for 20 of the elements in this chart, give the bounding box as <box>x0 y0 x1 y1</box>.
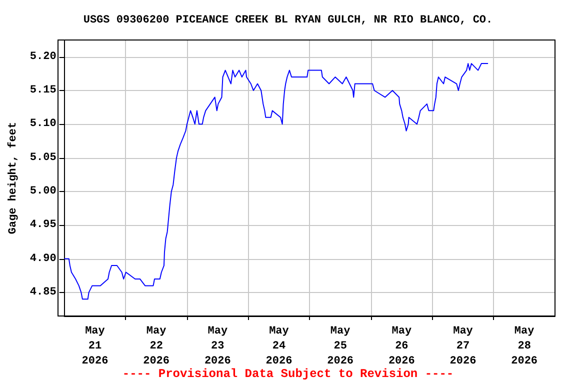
y-axis-title: Gage height, feet <box>6 122 20 234</box>
x-tick-label: May 26 2026 <box>388 326 415 368</box>
y-tick-label: 5.05 <box>30 152 57 164</box>
x-tick-label: May 22 2026 <box>143 326 170 368</box>
y-tick-label: 5.20 <box>30 50 56 63</box>
chart-title: USGS 09306200 PICEANCE CREEK BL RYAN GULCH, NR RIO BLANCO, CO. <box>83 14 493 26</box>
x-tick-label: May 24 2026 <box>266 326 292 368</box>
text: ---- Provisional Data Subject to Revision ---- <box>122 367 454 381</box>
x-tick-label: May 21 2026 <box>82 326 108 368</box>
x-tick-label: May 27 2026 <box>450 326 476 368</box>
x-tick-label: May 25 2026 <box>327 326 354 368</box>
x-tick-label: May 23 2026 <box>204 326 231 368</box>
x-tick-label: May 28 2026 <box>511 326 538 368</box>
y-tick-label: 4.95 <box>30 219 57 232</box>
y-tick-label: 5.00 <box>30 185 56 198</box>
line-series <box>64 63 489 300</box>
y-tick-label: 4.90 <box>30 252 56 265</box>
y-tick-label: 4.85 <box>30 286 57 298</box>
y-tick-label: 5.10 <box>30 118 56 130</box>
y-tick-label: 5.15 <box>30 84 57 96</box>
